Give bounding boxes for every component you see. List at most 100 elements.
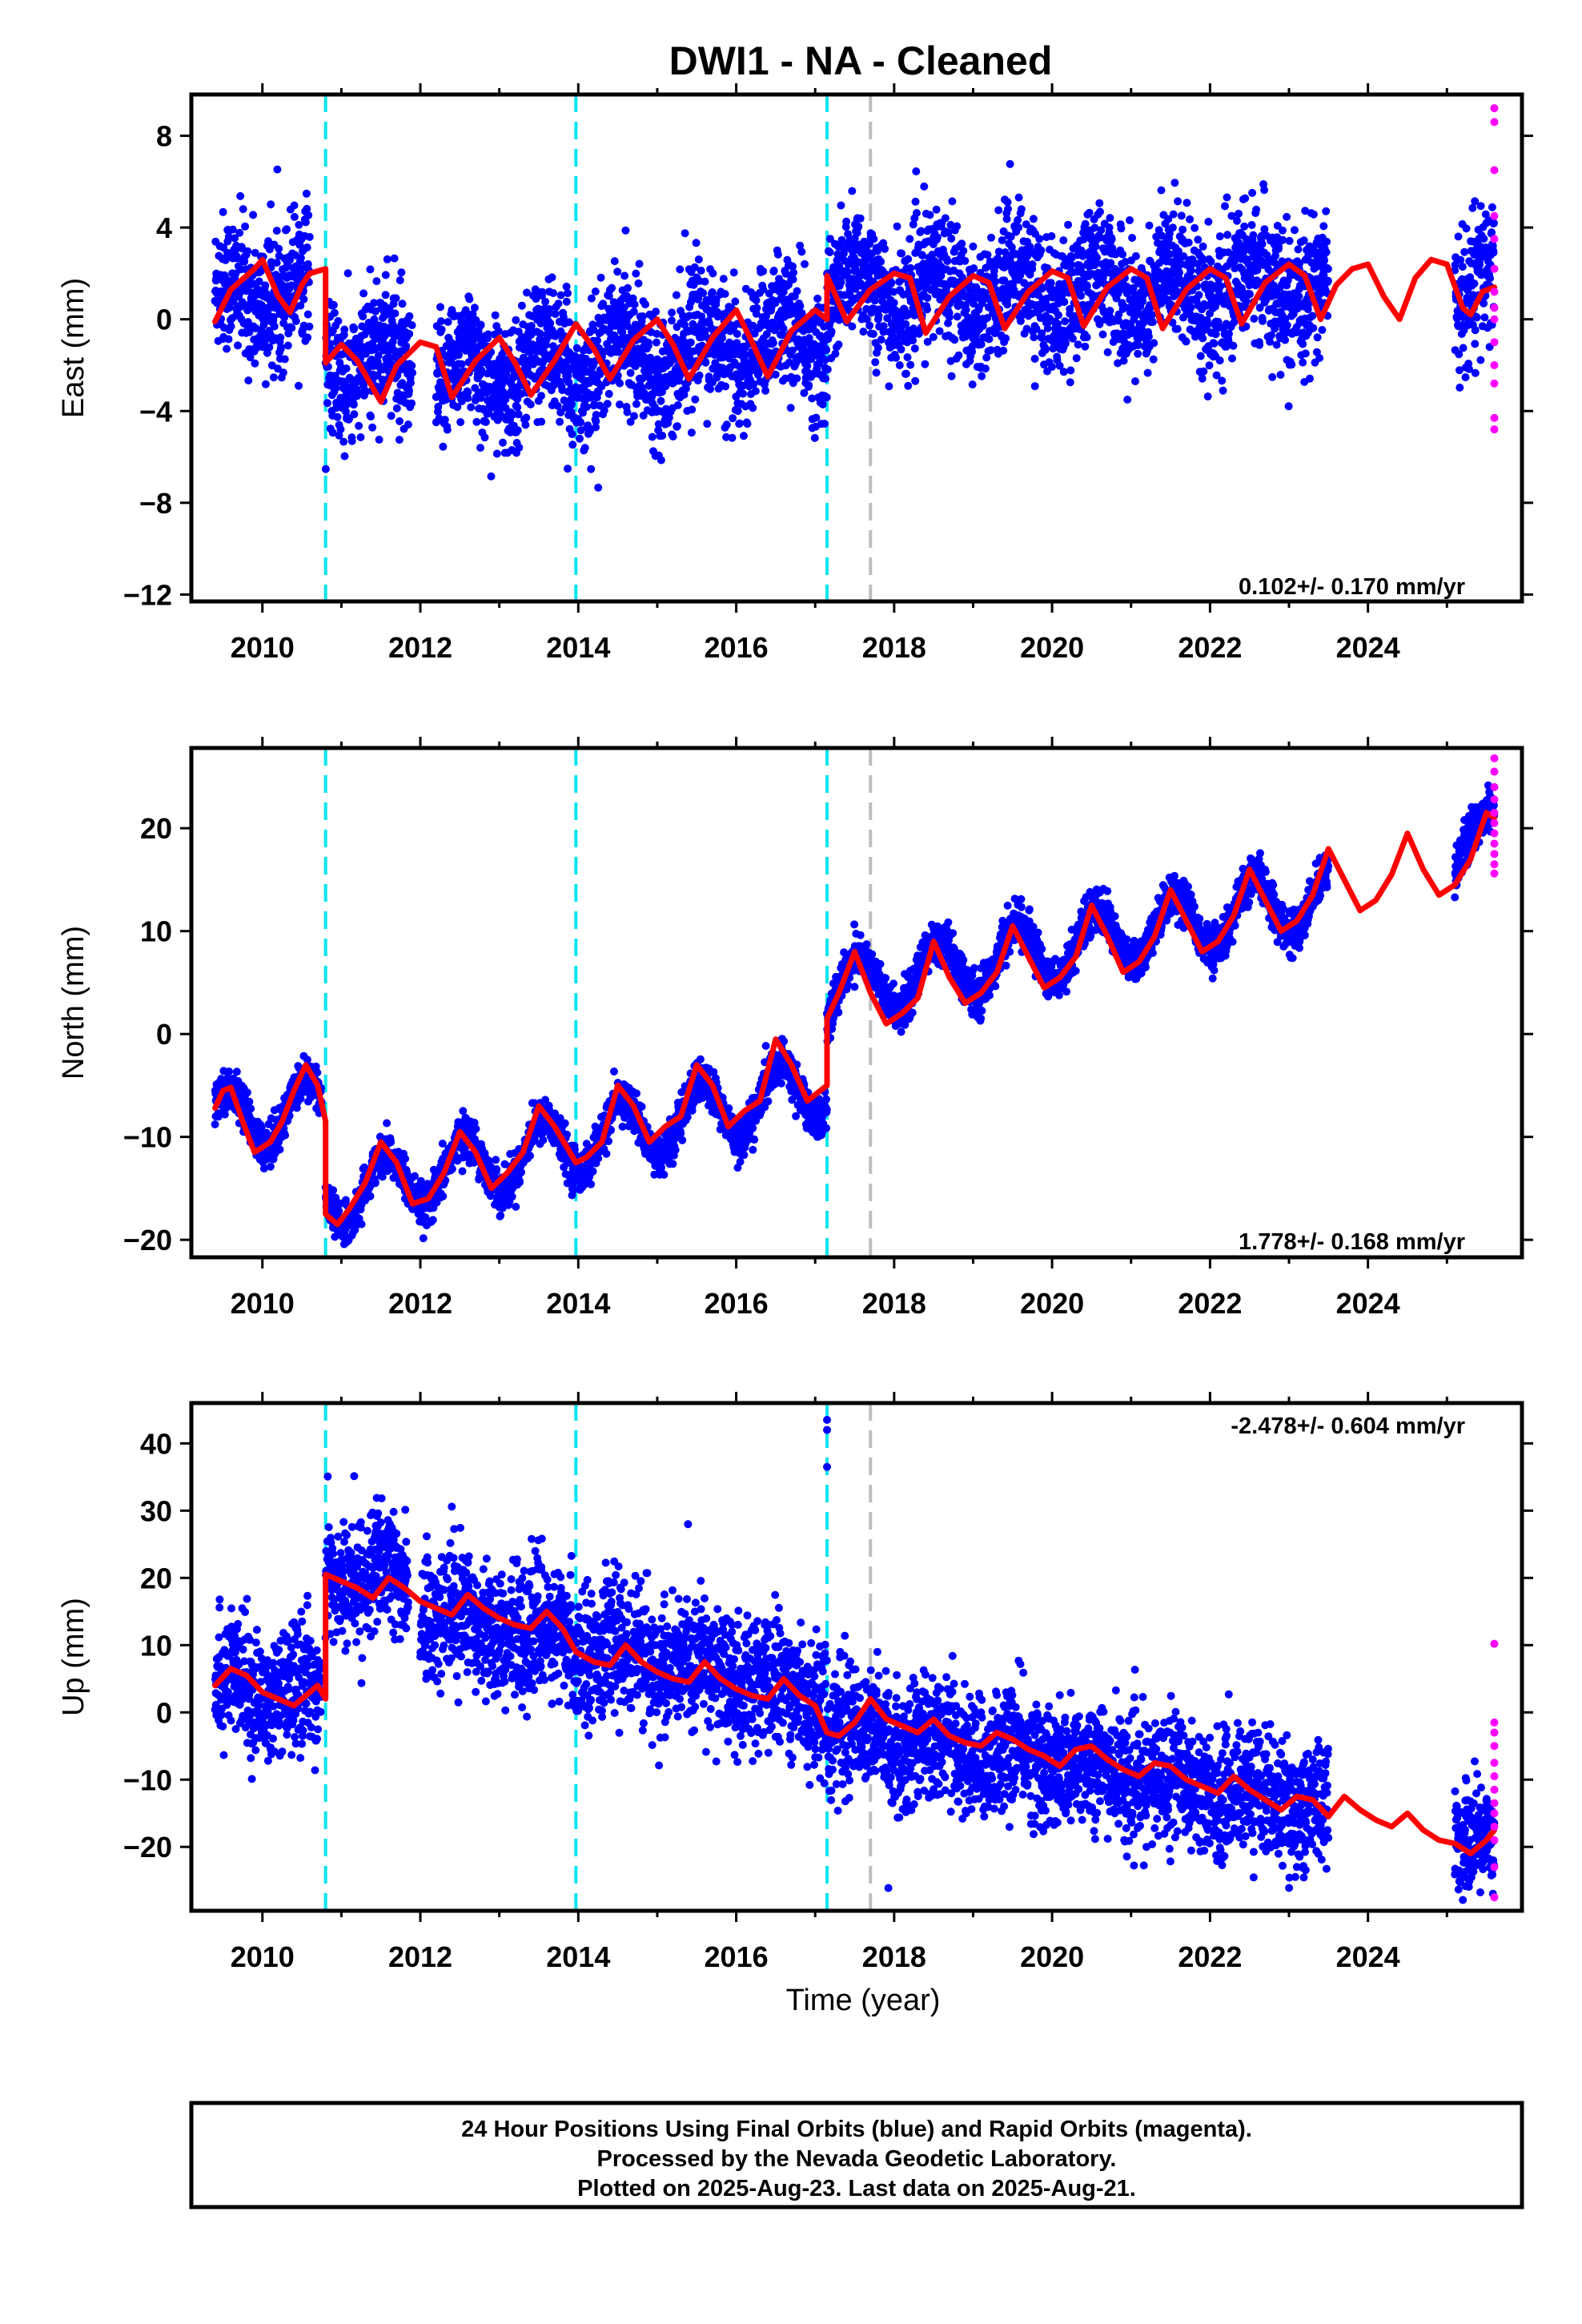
final-orbit-point: [398, 300, 407, 308]
final-orbit-point: [1060, 298, 1069, 306]
final-orbit-point: [1191, 223, 1199, 232]
final-orbit-point: [1174, 197, 1182, 206]
final-orbit-point: [358, 322, 367, 331]
final-orbit-point: [793, 374, 801, 383]
final-orbit-point: [1134, 349, 1142, 358]
final-orbit-point: [1476, 202, 1485, 211]
final-orbit-point: [559, 312, 568, 321]
final-orbit-point: [592, 423, 600, 432]
final-orbit-point: [404, 420, 412, 429]
final-orbit-point: [968, 380, 977, 389]
final-orbit-point: [1054, 320, 1062, 328]
final-orbit-point: [1016, 316, 1025, 325]
final-orbit-point: [349, 400, 358, 409]
rapid-orbit-point: [1490, 118, 1499, 127]
final-orbit-point: [407, 379, 415, 387]
final-orbit-point: [822, 346, 831, 355]
final-orbit-point: [220, 1110, 229, 1119]
final-orbit-point: [947, 234, 956, 243]
final-orbit-point: [269, 373, 278, 382]
final-orbit-point: [383, 255, 391, 263]
final-orbit-point: [877, 257, 885, 266]
final-orbit-point: [1077, 292, 1086, 300]
final-orbit-point: [1268, 372, 1277, 381]
final-orbit-point: [865, 321, 874, 330]
final-orbit-point: [1224, 248, 1233, 257]
final-orbit-point: [1199, 367, 1208, 376]
final-orbit-point: [303, 243, 311, 251]
rapid-orbit-point: [1490, 338, 1499, 347]
final-orbit-point: [517, 301, 526, 310]
final-orbit-point: [895, 361, 904, 370]
final-orbit-point: [391, 309, 400, 318]
final-orbit-point: [1315, 354, 1324, 363]
final-orbit-point: [548, 342, 557, 351]
final-orbit-point: [1126, 216, 1134, 224]
final-orbit-point: [626, 368, 635, 377]
final-orbit-point: [440, 416, 449, 424]
final-orbit-point: [892, 353, 901, 362]
final-orbit-point: [599, 300, 608, 308]
final-orbit-point: [408, 321, 416, 330]
final-orbit-point: [468, 310, 477, 319]
final-orbit-point: [272, 227, 281, 235]
final-orbit-point: [227, 322, 235, 331]
y-tick-label: 0: [156, 304, 172, 336]
final-orbit-point: [367, 412, 375, 421]
final-orbit-point: [839, 249, 848, 258]
final-orbit-point: [983, 251, 992, 259]
final-orbit-point: [568, 430, 576, 439]
final-orbit-point: [476, 320, 485, 329]
final-orbit-point: [706, 384, 715, 393]
final-orbit-point: [262, 290, 271, 298]
final-orbit-point: [279, 368, 287, 377]
final-orbit-point: [476, 444, 484, 452]
final-orbit-point: [1194, 235, 1203, 244]
final-orbit-point: [701, 358, 710, 367]
final-orbit-point: [372, 277, 381, 286]
final-orbit-point: [568, 400, 576, 408]
final-orbit-point: [923, 337, 932, 346]
final-orbit-point: [576, 418, 585, 427]
final-orbit-point: [701, 277, 709, 286]
final-orbit-point: [1223, 231, 1232, 239]
final-orbit-point: [381, 271, 390, 279]
final-orbit-point: [1030, 333, 1038, 342]
final-orbit-point: [1490, 219, 1498, 227]
final-orbit-point: [392, 404, 401, 412]
final-orbit-point: [944, 228, 953, 237]
final-orbit-point: [512, 316, 520, 324]
final-orbit-point: [1006, 232, 1015, 241]
final-orbit-point: [480, 433, 489, 442]
final-orbit-point: [759, 285, 768, 294]
final-orbit-point: [1090, 223, 1099, 232]
final-orbit-point: [521, 420, 530, 429]
final-orbit-point: [810, 433, 819, 442]
final-orbit-point: [572, 344, 581, 352]
final-orbit-point: [1177, 211, 1186, 220]
final-orbit-point: [753, 304, 761, 312]
final-orbit-point: [656, 456, 665, 464]
final-orbit-point: [1218, 376, 1227, 385]
final-orbit-point: [1279, 235, 1287, 244]
final-orbit-point: [443, 425, 452, 434]
final-orbit-point: [1001, 248, 1010, 256]
final-orbit-point: [1309, 324, 1318, 332]
final-orbit-point: [303, 333, 312, 342]
final-orbit-point: [1175, 268, 1183, 277]
final-orbit-point: [623, 408, 632, 416]
final-orbit-point: [1149, 355, 1158, 364]
final-orbit-point: [387, 412, 396, 420]
final-orbit-point: [769, 339, 777, 348]
final-orbit-point: [1047, 231, 1056, 240]
final-orbit-point: [681, 384, 690, 393]
final-orbit-point: [251, 248, 259, 257]
final-orbit-point: [1123, 396, 1132, 404]
final-orbit-point: [1095, 320, 1104, 328]
final-orbit-point: [977, 340, 986, 348]
final-orbit-point: [889, 299, 898, 308]
final-orbit-point: [630, 300, 639, 309]
final-orbit-point: [408, 361, 416, 370]
final-orbit-point: [303, 204, 311, 213]
final-orbit-point: [362, 387, 371, 396]
